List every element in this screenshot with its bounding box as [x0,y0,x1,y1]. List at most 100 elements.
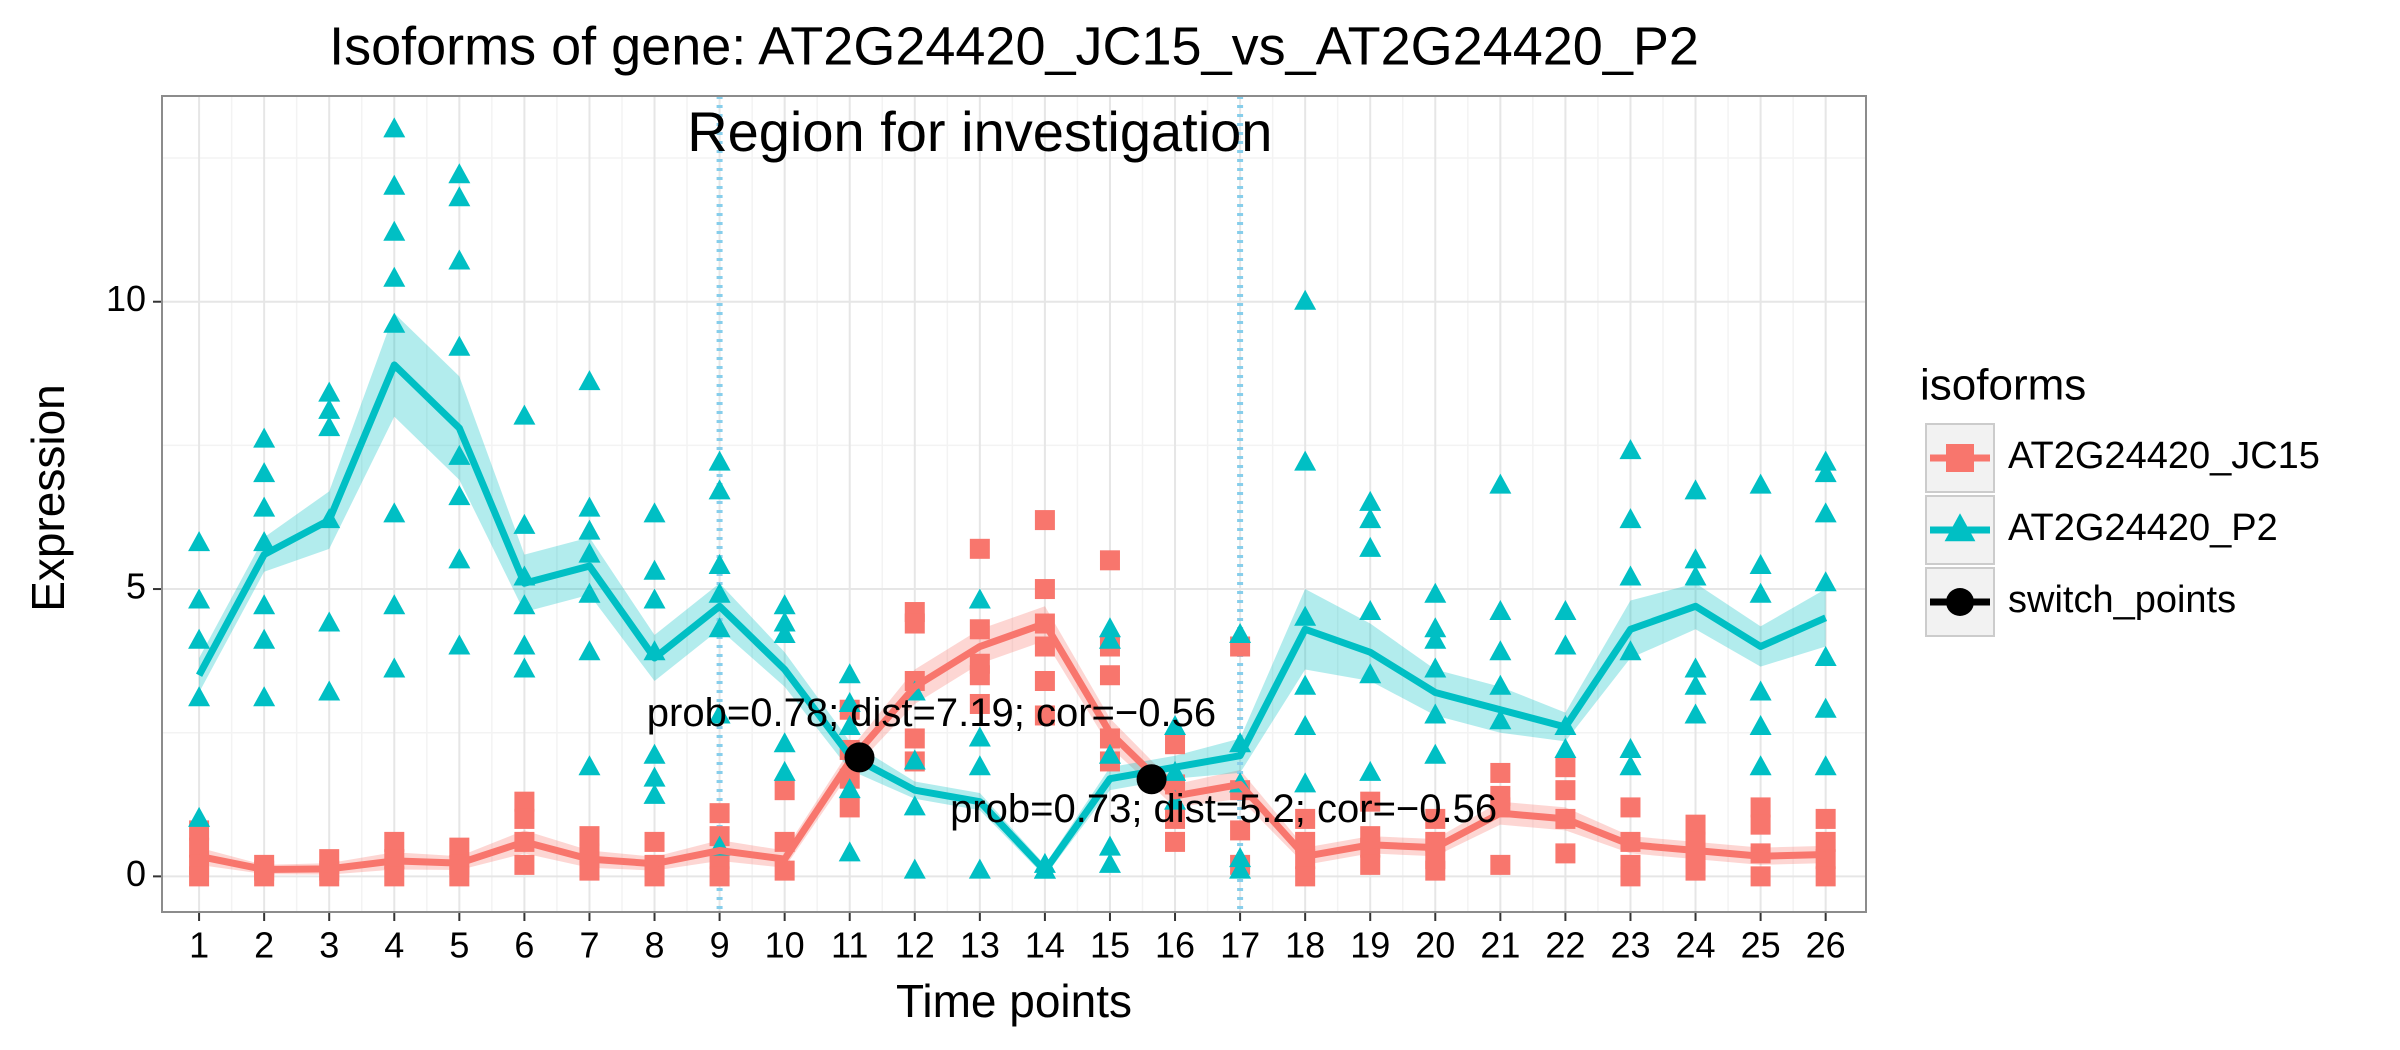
triangle-point [1814,646,1837,667]
triangle-point [513,513,536,534]
legend-item: AT2G24420_P2 [1925,495,2278,565]
triangle-point [1619,737,1642,758]
triangle-point [448,548,471,569]
triangle-point [448,634,471,655]
chart-title: Isoforms of gene: AT2G24420_JC15_vs_AT2G… [329,16,1699,76]
triangle-point [838,778,861,799]
x-tick-label: 14 [1025,925,1065,966]
square-point [189,837,210,858]
triangle-point [968,588,991,609]
triangle-point [253,531,276,552]
triangle-point [643,766,666,787]
triangle-point [318,381,341,402]
x-tick-label: 16 [1155,925,1195,966]
triangle-point [643,588,666,609]
square-point [1555,843,1576,864]
square-point [1034,670,1055,691]
triangle-point [1359,600,1382,621]
x-axis-title: Time points [896,975,1132,1027]
triangle-point [1684,565,1707,586]
x-tick-label: 20 [1415,925,1455,966]
triangle-point [383,657,406,678]
switch-point-annotation: prob=0.73; dist=5.2; cor=−0.56 [950,787,1497,831]
triangle-point [1814,697,1837,718]
triangle-point [1098,617,1121,638]
triangle-point [1489,709,1512,730]
triangle-point [903,795,926,816]
x-tick-label: 1 [189,925,209,966]
square-point [1685,860,1706,881]
square-point [644,866,665,887]
triangle-point [1098,852,1121,873]
triangle-point [383,174,406,195]
triangle-point [838,841,861,862]
square-point [904,613,925,634]
triangle-point [253,427,276,448]
square-point [449,866,470,887]
region-label: Region for investigation [687,100,1272,163]
square-point [189,866,210,887]
triangle-point [838,714,861,735]
series-line [198,620,1826,873]
triangle-point [448,335,471,356]
triangle-point [1554,737,1577,758]
square-point [384,866,405,887]
triangle-point [253,462,276,483]
square-point [1490,762,1511,783]
switch-point-annotation: prob=0.78; dist=7.19; cor=−0.56 [647,691,1216,735]
triangle-point [1489,473,1512,494]
square-point [579,860,600,881]
triangle-point [448,186,471,207]
square-point [1099,665,1120,686]
square-point [1750,866,1771,887]
square-point [1099,550,1120,571]
triangle-point [1294,674,1317,695]
triangle-point [253,594,276,615]
y-tick-label: 0 [126,853,146,894]
triangle-point [968,726,991,747]
triangle-point [1164,789,1187,810]
square-point [1425,808,1446,829]
triangle-point [773,760,796,781]
triangle-point [1489,674,1512,695]
triangle-point [1814,450,1837,471]
triangle-point [188,531,211,552]
triangle-point [1164,760,1187,781]
triangle-point [1424,628,1447,649]
triangle-point [318,416,341,437]
x-tick-label: 10 [765,925,805,966]
square-point [1034,636,1055,657]
x-tick-label: 23 [1610,925,1650,966]
triangle-point [1424,703,1447,724]
triangle-point [708,479,731,500]
triangle-point [1814,571,1837,592]
square-point [1946,444,1974,472]
triangle-point [1424,582,1447,603]
triangle-point [383,502,406,523]
triangle-point [773,594,796,615]
triangle-point [1294,714,1317,735]
x-tick-label: 7 [579,925,599,966]
triangle-point [838,691,861,712]
square-point [1360,854,1381,875]
square-point [1360,791,1381,812]
triangle-point [513,404,536,425]
triangle-point [188,628,211,649]
legend-label: switch_points [2008,579,2236,621]
square-point [774,860,795,881]
square-point [449,837,470,858]
triangle-point [1098,835,1121,856]
triangle-point [1164,714,1187,735]
triangle-point [383,220,406,241]
triangle-point [578,755,601,776]
triangle-point [1294,605,1317,626]
square-point [1685,814,1706,835]
square-point [709,866,730,887]
triangle-point [1229,858,1252,879]
x-tick-label: 13 [960,925,1000,966]
triangle-point [1814,462,1837,483]
legend-item: switch_points [1925,567,2236,637]
triangle-point [643,502,666,523]
triangle-point [838,663,861,684]
